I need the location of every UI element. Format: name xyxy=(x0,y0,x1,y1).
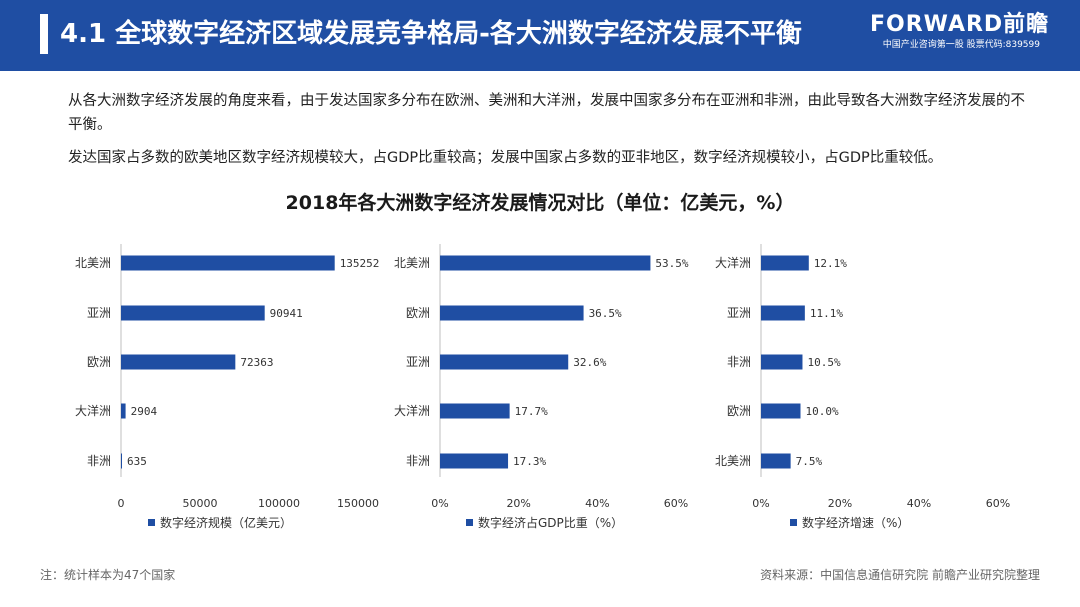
chart-3-category-label: 非洲 xyxy=(727,355,751,369)
chart-1-bar xyxy=(121,354,236,370)
chart-2-category-label: 非洲 xyxy=(406,454,430,468)
chart-2-bar xyxy=(440,255,651,271)
chart-3-category-label: 北美洲 xyxy=(715,454,751,468)
chart-2-data-label: 32.6% xyxy=(573,356,606,369)
chart-3-bar xyxy=(761,403,801,419)
chart-1-data-label: 2904 xyxy=(131,405,158,418)
chart-2-x-tick-label: 0% xyxy=(431,497,448,510)
chart-2-category-label: 欧洲 xyxy=(406,306,430,320)
chart-3-legend-swatch xyxy=(790,519,797,526)
chart-2-x-tick-label: 20% xyxy=(506,497,530,510)
chart-1-x-tick-label: 50000 xyxy=(183,497,218,510)
chart-2-bar xyxy=(440,305,584,321)
chart-1-bar xyxy=(121,453,123,469)
footer-source: 资料来源：中国信息通信研究院 前瞻产业研究院整理 xyxy=(760,568,1040,582)
header-bar: 4.1 全球数字经济区域发展竞争格局-各大洲数字经济发展不平衡 FORWARD前… xyxy=(0,0,1080,71)
paragraph-1: 从各大洲数字经济发展的角度来看，由于发达国家多分布在欧洲、美洲和大洋洲，发展中国… xyxy=(68,93,1025,133)
chart-2-data-label: 53.5% xyxy=(655,257,688,270)
chart-1-bar xyxy=(121,403,126,419)
footer-note: 注：统计样本为47个国家 xyxy=(40,568,176,582)
chart-3-x-tick-label: 0% xyxy=(752,497,769,510)
chart-2-legend-swatch xyxy=(466,519,473,526)
chart-2-legend-label: 数字经济占GDP比重（%） xyxy=(478,515,623,530)
chart-1-category-label: 非洲 xyxy=(87,454,111,468)
chart-3-category-label: 大洋洲 xyxy=(715,255,751,270)
chart-2-category-label: 北美洲 xyxy=(394,256,430,270)
chart-1-x-tick-label: 100000 xyxy=(258,497,300,510)
chart-3-bar xyxy=(761,305,805,321)
chart-3-bar xyxy=(761,453,791,469)
brand-name: FORWARD前瞻 xyxy=(870,12,1050,37)
brand-tagline: 中国产业咨询第一股 股票代码:839599 xyxy=(882,40,1040,50)
brand-logo: FORWARD前瞻 中国产业咨询第一股 股票代码:839599 xyxy=(870,12,1050,52)
chart-3-bar xyxy=(761,354,803,370)
chart-3-x-tick-label: 60% xyxy=(986,497,1010,510)
chart-1-category-label: 北美洲 xyxy=(75,256,111,270)
page-title: 4.1 全球数字经济区域发展竞争格局-各大洲数字经济发展不平衡 xyxy=(60,19,802,49)
chart-1-legend-swatch xyxy=(148,519,155,526)
chart-1-bar xyxy=(121,255,335,271)
chart-1-x-tick-label: 0 xyxy=(118,497,125,510)
chart-2-category-label: 大洋洲 xyxy=(394,403,430,418)
chart-3-category-label: 欧洲 xyxy=(727,404,751,418)
chart-2-data-label: 36.5% xyxy=(589,307,622,320)
chart-2-data-label: 17.3% xyxy=(513,455,546,468)
chart-3-data-label: 10.5% xyxy=(807,356,840,369)
chart-1-data-label: 135252 xyxy=(340,257,380,270)
chart-3-x-tick-label: 40% xyxy=(907,497,931,510)
chart-3-legend-label: 数字经济增速（%） xyxy=(802,515,909,530)
chart-title: 2018年各大洲数字经济发展情况对比（单位：亿美元，%） xyxy=(285,192,795,214)
chart-2-bar xyxy=(440,453,509,469)
chart-1-category-label: 亚洲 xyxy=(87,306,111,320)
chart-3-data-label: 11.1% xyxy=(810,307,843,320)
chart-1-data-label: 90941 xyxy=(270,307,303,320)
chart-1-data-label: 635 xyxy=(127,455,147,468)
paragraph-2: 发达国家占多数的欧美地区数字经济规模较大，占GDP比重较高；发展中国家占多数的亚… xyxy=(68,150,943,166)
chart-2-data-label: 17.7% xyxy=(515,405,548,418)
chart-1-x-tick-label: 150000 xyxy=(337,497,379,510)
chart-3-x-tick-label: 20% xyxy=(828,497,852,510)
chart-1-legend-label: 数字经济规模（亿美元） xyxy=(160,515,292,530)
title-accent-bar xyxy=(40,14,48,54)
chart-1-bar xyxy=(121,305,265,321)
chart-1-category-label: 大洋洲 xyxy=(75,403,111,418)
chart-2-category-label: 亚洲 xyxy=(406,355,430,369)
chart-3-data-label: 12.1% xyxy=(814,257,847,270)
chart-3-data-label: 7.5% xyxy=(796,455,823,468)
chart-3-category-label: 亚洲 xyxy=(727,306,751,320)
chart-2-bar xyxy=(440,354,569,370)
chart-2-bar xyxy=(440,403,510,419)
chart-3-data-label: 10.0% xyxy=(806,405,839,418)
chart-2-x-tick-label: 40% xyxy=(585,497,609,510)
chart-3-bar xyxy=(761,255,809,271)
chart-1-category-label: 欧洲 xyxy=(87,355,111,369)
chart-1-data-label: 72363 xyxy=(240,356,273,369)
chart-2-x-tick-label: 60% xyxy=(664,497,688,510)
